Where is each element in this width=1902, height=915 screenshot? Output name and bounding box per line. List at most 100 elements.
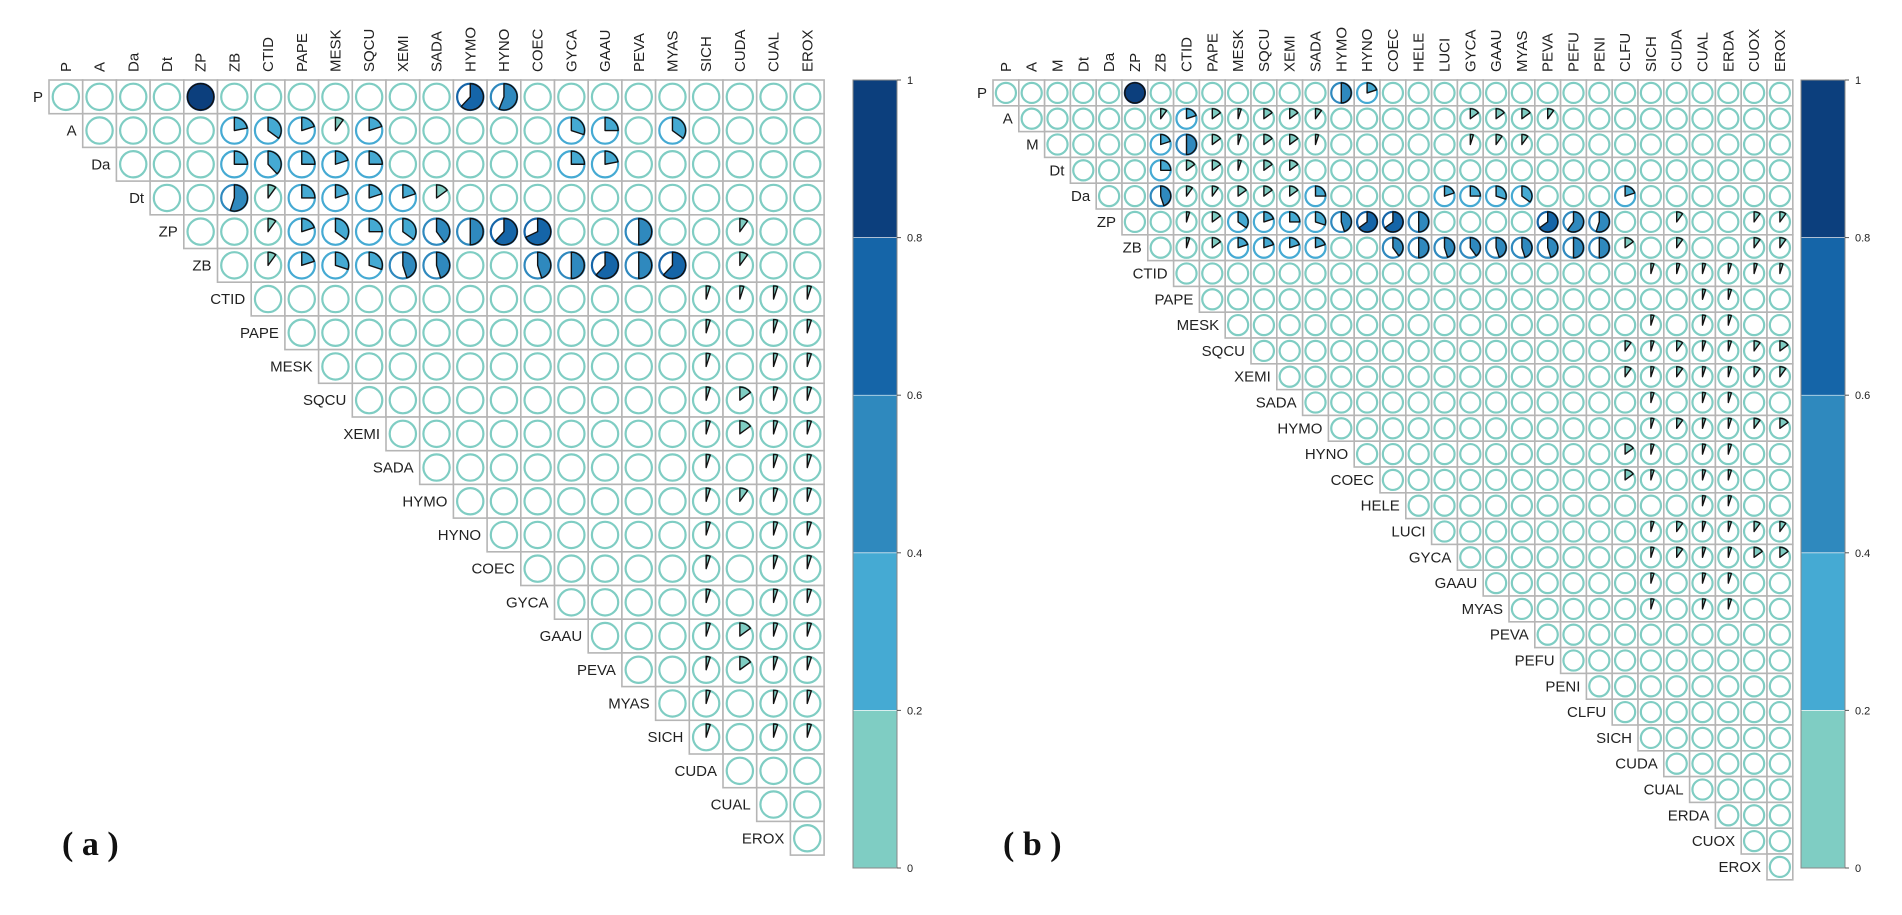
- panel-b-pie-slice: [1753, 211, 1761, 223]
- panel-b-cell-circle: [1665, 468, 1688, 492]
- panel-a-cell: [519, 247, 556, 284]
- panel-b-cell: [1559, 646, 1588, 675]
- panel-b-cell: [1714, 440, 1743, 468]
- panel-a-cell: [789, 146, 825, 182]
- panel-b-column-label: LUCI: [1437, 38, 1454, 72]
- panel-b-column-label: P: [998, 62, 1015, 72]
- panel-b-row-label: HELE: [1361, 498, 1400, 515]
- panel-b-cell: [1714, 672, 1743, 701]
- panel-b-cell: [1559, 105, 1588, 133]
- panel-a-cell-circle: [489, 284, 519, 314]
- panel-b-cell-circle: [1562, 133, 1585, 156]
- panel-a-cell: [452, 180, 488, 216]
- panel-a-column-label: ZP: [193, 53, 210, 72]
- panel-a-cell: [587, 618, 623, 654]
- panel-b-row-label: MYAS: [1462, 601, 1503, 618]
- panel-b-cell: [1611, 234, 1639, 262]
- panel-b-cell: [1766, 491, 1794, 520]
- panel-b-pie-slice: [1650, 365, 1655, 378]
- panel-a-cell: [351, 180, 387, 216]
- panel-b-cell: [1637, 388, 1665, 417]
- panel-b-pie-slice: [1676, 417, 1684, 429]
- panel-a-cell: [486, 517, 522, 553]
- panel-b-pie-slice: [1469, 185, 1482, 197]
- panel-b-cell: [1276, 362, 1304, 391]
- panel-b-cell-circle: [1046, 107, 1069, 130]
- panel-a-cell-circle: [85, 116, 114, 145]
- panel-a-cell: [452, 247, 488, 284]
- panel-a-cell: [519, 79, 556, 115]
- panel-b-pie-slice: [1366, 82, 1378, 94]
- panel-b-cell: [1637, 466, 1665, 494]
- panel-b-cell-circle: [1639, 133, 1663, 156]
- panel-a-cell: [317, 112, 354, 149]
- panel-b-cell: [1714, 259, 1743, 288]
- panel-a-cell: [553, 382, 590, 418]
- panel-b-cell: [1508, 156, 1536, 184]
- panel-b-cell-circle: [1536, 313, 1559, 337]
- panel-b-column-label: A: [1024, 62, 1041, 72]
- panel-b-cell: [1585, 285, 1614, 313]
- panel-b-cell-circle: [1613, 649, 1637, 672]
- panel-a-pie-slice: [806, 453, 813, 469]
- panel-b-pie-slice: [1289, 107, 1299, 120]
- panel-a-cell: [789, 112, 825, 149]
- panel-a-cell-circle: [691, 116, 721, 145]
- panel-b-cell: [1482, 569, 1510, 597]
- panel-a-cell: [621, 652, 657, 688]
- panel-a-cell-circle: [691, 82, 721, 112]
- panel-a-cell: [789, 652, 825, 688]
- panel-b-pie-slice: [1779, 211, 1787, 223]
- panel-b-cell: [1688, 724, 1717, 752]
- panel-a-cell: [654, 584, 691, 621]
- panel-b-cell: [1740, 182, 1768, 210]
- panel-b-cell: [1585, 491, 1614, 520]
- panel-b-cell-circle: [1484, 417, 1508, 440]
- panel-b-cell: [1534, 208, 1562, 236]
- panel-a-cell: [688, 281, 724, 317]
- panel-b-cell: [1663, 543, 1691, 572]
- panel-b-cell: [1740, 388, 1768, 417]
- panel-b-cell-circle: [1484, 210, 1508, 234]
- panel-a-cell: [216, 146, 253, 182]
- panel-a-cell-circle: [119, 82, 148, 112]
- panel-b-pie-slice: [1701, 314, 1707, 326]
- panel-b-cell: [1714, 388, 1743, 417]
- panel-b-cell: [1663, 517, 1691, 546]
- panel-b-cell-circle: [1562, 494, 1585, 517]
- panel-b-cell: [1405, 311, 1433, 339]
- panel-b-cell: [1688, 672, 1717, 701]
- panel-b-cell: [1611, 259, 1639, 288]
- panel-b-colorbar-tick-label: 0.6: [1855, 390, 1870, 402]
- panel-a-cell: [621, 348, 657, 385]
- panel-a-cell: [654, 416, 691, 452]
- panel-b-cell-circle: [1639, 107, 1663, 130]
- panel-b-cell: [1688, 130, 1717, 159]
- panel-a-row-label: MESK: [270, 358, 313, 375]
- panel-b-cell: [1353, 337, 1381, 365]
- panel-b-cell-circle: [1768, 571, 1792, 595]
- panel-b-cell: [1714, 285, 1743, 313]
- panel-a-pie-slice: [570, 150, 586, 165]
- panel-a-cell-circle: [658, 621, 687, 651]
- panel-b-cell: [1766, 517, 1794, 546]
- panel-b-cell: [1353, 414, 1381, 442]
- panel-b-pie-slice: [1701, 288, 1707, 300]
- panel-b-cell-circle: [1665, 494, 1688, 517]
- panel-a-cell: [216, 247, 253, 284]
- panel-b-row-label: SQCU: [1202, 343, 1245, 360]
- panel-a-cell: [621, 281, 657, 317]
- panel-a-cell: [216, 180, 253, 216]
- panel-b-cell: [1121, 105, 1149, 133]
- panel-b-cell-circle: [1588, 417, 1611, 440]
- panel-b-cell-circle: [1433, 468, 1456, 492]
- panel-a-cell-circle: [557, 520, 586, 550]
- panel-a-cell: [418, 315, 455, 351]
- panel-b-cell-circle: [1149, 81, 1172, 105]
- panel-b-cell: [1766, 724, 1794, 752]
- panel-b-cell: [1147, 208, 1175, 236]
- panel-b-cell: [1121, 130, 1149, 159]
- panel-b-cell: [1559, 337, 1588, 365]
- panel-b-cell: [1714, 698, 1743, 726]
- panel-b-cell: [1482, 517, 1510, 546]
